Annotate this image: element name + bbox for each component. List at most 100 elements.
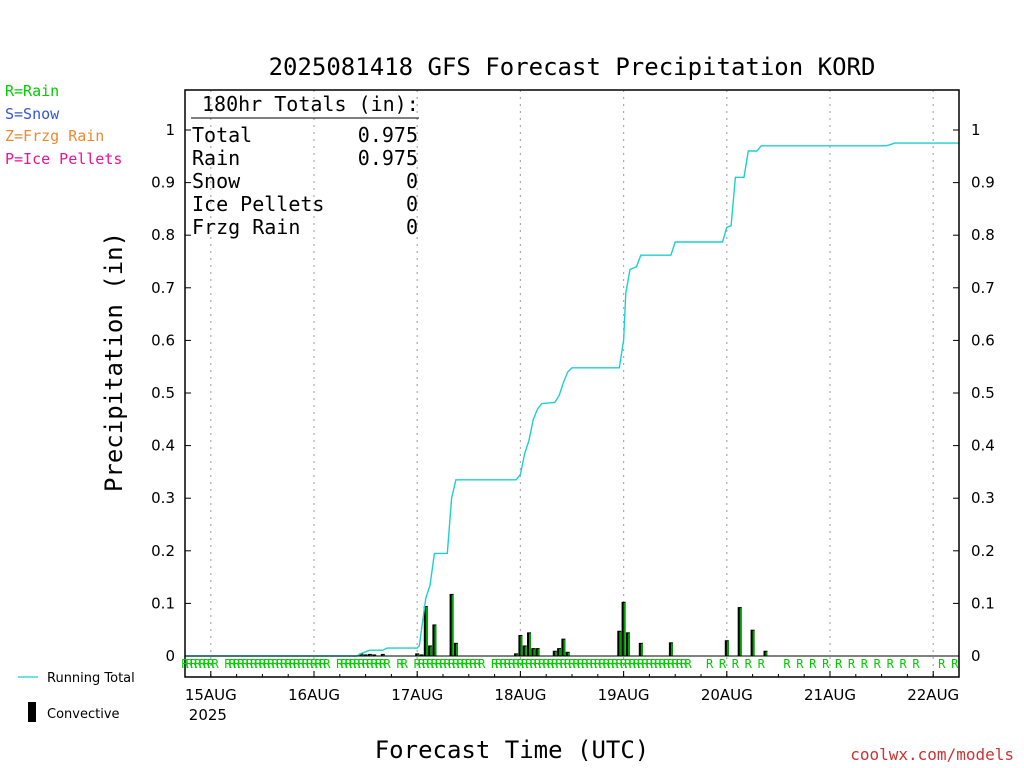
running-total-line [185, 142, 959, 657]
precip-bar-fill [726, 641, 729, 656]
precip-bar-fill [559, 649, 562, 656]
ptype-marker-rain: R [637, 657, 645, 671]
ptype-marker-rain: R [319, 657, 327, 671]
ptype-marker-rain: R [418, 657, 426, 671]
ptype-marker-rain: R [633, 657, 641, 671]
precip-bar-fill [627, 633, 630, 656]
y-tick-label-right: 1 [971, 121, 981, 139]
ptype-marker-rain: R [706, 657, 714, 671]
precip-bar-fill [455, 643, 458, 656]
ptype-marker-rain: R [603, 657, 611, 671]
x-tick-label: 17AUG [391, 686, 443, 704]
ptype-marker-rain: R [732, 657, 740, 671]
ptype-marker-rain: R [796, 657, 804, 671]
ptype-marker-rain: R [207, 657, 215, 671]
y-tick-label-right: 0.4 [971, 437, 995, 455]
ptype-marker-rain: R [654, 657, 662, 671]
ptype-marker-rain: R [272, 657, 280, 671]
ptype-marker-rain: R [457, 657, 465, 671]
ptype-marker-rain: R [912, 657, 920, 671]
ptype-marker-rain: R [375, 657, 383, 671]
ptype-marker-rain: R [624, 657, 632, 671]
x-tick-label: 22AUG [907, 686, 959, 704]
x-axis: 15AUG 2025 16AUG 17AUG 18AUG 19AUG 20AUG 21AUG 2… [184, 655, 960, 724]
ptype-marker-rain: R [555, 657, 563, 671]
totals-row-label: Snow [192, 169, 241, 193]
ptype-marker-rain: R [508, 657, 516, 671]
ptype-marker-rain: R [211, 657, 219, 671]
y-axis-left: 0 0.1 0.2 0.3 0.4 0.5 0.6 0.7 0.8 0.9 1 [151, 121, 191, 665]
ptype-marker-rain: R [594, 657, 602, 671]
ptype-marker-rain: R [254, 657, 262, 671]
convective-bar [372, 654, 377, 656]
ptype-marker-rain: R [809, 657, 817, 671]
ptype-marker-rain: R [401, 657, 409, 671]
ptype-marker-rain: R [306, 657, 314, 671]
ptype-marker-rain: R [680, 657, 688, 671]
source-link[interactable]: coolwx.com/models [850, 745, 1014, 764]
totals-box: 180hr Totals (in): Total 0.975 Rain 0.975 Sn… [191, 92, 419, 239]
y-tick-label-left: 0.7 [151, 279, 175, 297]
ptype-marker-rain: R [590, 657, 598, 671]
ptype-marker-rain: R [573, 657, 581, 671]
y-tick-label-left: 0.3 [151, 489, 175, 507]
ptype-marker-rain: R [667, 657, 675, 671]
ptype-marker-rain: R [568, 657, 576, 671]
y-tick-label-right: 0.3 [971, 489, 995, 507]
y-tick-label-left: 0.4 [151, 437, 175, 455]
y-axis-title: Precipitation (in) [100, 232, 128, 492]
precip-bar-fill [425, 607, 428, 656]
ptype-marker-rain: R [345, 657, 353, 671]
ptype-marker-rain: R [229, 657, 237, 671]
y-tick-label-left: 0 [165, 647, 175, 665]
ptype-marker-rain: R [534, 657, 542, 671]
ptype-marker-rain: R [336, 657, 344, 671]
ptype-marker-rain: R [650, 657, 658, 671]
ptype-marker-rain: R [525, 657, 533, 671]
ptype-marker-rain: R [607, 657, 615, 671]
ptype-marker-rain: R [452, 657, 460, 671]
ptype-marker-rain: R [581, 657, 589, 671]
precip-bar-fill [451, 594, 454, 656]
precip-bar-fill [361, 654, 364, 656]
ptype-marker-rain: R [448, 657, 456, 671]
ptype-marker-rain: R [461, 657, 469, 671]
ptype-marker-rain: R [190, 657, 198, 671]
ptype-marker-rain: R [848, 657, 856, 671]
precip-bar-fill [524, 646, 527, 656]
running-total-line-group [185, 142, 959, 657]
precip-bar-fill [752, 630, 755, 656]
y-tick-label-left: 0.1 [151, 594, 175, 612]
ptype-marker-rain: R [758, 657, 766, 671]
ptype-marker-rain: R [233, 657, 241, 671]
precip-bar-fill [554, 651, 557, 656]
y-tick-label-left: 0.2 [151, 542, 175, 560]
grid-lines [210, 90, 934, 677]
ptype-marker-rain: R [629, 657, 637, 671]
totals-row-label: Ice Pellets [192, 192, 324, 216]
x-tick-label: 21AUG [804, 686, 856, 704]
convective-bars [359, 593, 768, 656]
legend-ice-pellets: P=Ice Pellets [5, 150, 122, 168]
ptype-marker-rain: R [598, 657, 606, 671]
ptype-marker-rain: R [538, 657, 546, 671]
ptype-marker-rain: R [684, 657, 692, 671]
precip-bar-fill [533, 649, 536, 656]
ptype-marker-rain: R [504, 657, 512, 671]
precip-bar-fill [529, 633, 531, 656]
ptype-marker-rain: R [340, 657, 348, 671]
ptype-marker-rain: R [560, 657, 568, 671]
ptype-marker-rain: R [379, 657, 387, 671]
y-tick-label-right: 0.8 [971, 226, 995, 244]
ptype-marker-rain: R [293, 657, 301, 671]
ptype-marker-rain: R [199, 657, 207, 671]
precip-bar-fill [640, 643, 643, 656]
totals-row-value: 0 [406, 169, 418, 193]
ptype-marker-rain: R [422, 657, 430, 671]
chart-title: 2025081418 GFS Forecast Precipitation KO… [269, 53, 876, 81]
ptype-marker-rain: R [465, 657, 473, 671]
ptype-marker-rain: R [586, 657, 594, 671]
ptype-marker-rain: R [530, 657, 538, 671]
x-tick-label: 15AUG [185, 686, 237, 704]
